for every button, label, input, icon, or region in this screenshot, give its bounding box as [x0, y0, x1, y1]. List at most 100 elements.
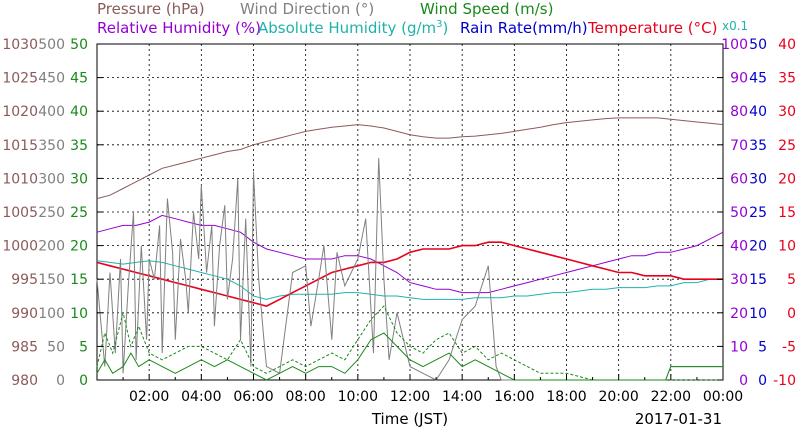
rain-rate-tick-label: 35: [749, 138, 767, 154]
legend-row-1: Pressure (hPa) Wind Direction (°) Wind Spe…: [97, 0, 553, 18]
rain-rate-tick-label: 20: [749, 239, 767, 255]
temperature-tick-label: 25: [778, 138, 796, 154]
rain-rate-tick-label: 30: [749, 171, 767, 187]
pressure-tick-label: 1005: [2, 205, 38, 221]
temperature-tick-label: 20: [778, 171, 796, 187]
temperature-tick-label: 5: [787, 272, 796, 288]
series-wind-speed-gust: [96, 305, 723, 381]
x-tick-label: 20:00: [598, 389, 638, 405]
wind-direction-tick-label: 100: [38, 306, 65, 322]
wind-speed-tick-label: 0: [79, 373, 88, 389]
x-tick-label: 00:00: [703, 389, 743, 405]
rain-rate-tick-label: 15: [749, 272, 767, 288]
series-absolute-humidity: [96, 260, 723, 300]
wind-speed-tick-label: 10: [70, 306, 88, 322]
pressure-tick-label: 1030: [2, 37, 38, 53]
x-tick-label: 06:00: [233, 389, 273, 405]
legend-item: Rain Rate(mm/h): [460, 19, 588, 37]
series-wind-direction: [96, 158, 723, 381]
series-layer: [96, 117, 724, 381]
series-temperature: [96, 241, 723, 307]
humidity-tick-label: 100: [721, 37, 748, 53]
pressure-tick-label: 985: [11, 339, 38, 355]
humidity-tick-label: 20: [730, 306, 748, 322]
x-tick-label: 02:00: [129, 389, 169, 405]
legend-row-2: Relative Humidity (%)Absolute Humidity (…: [97, 19, 748, 37]
wind-speed-tick-label: 30: [70, 171, 88, 187]
pressure-tick-label: 1000: [2, 239, 38, 255]
pressure-tick-label: 1015: [2, 138, 38, 154]
axis-layer: 9809859909951000100510101015102010251030…: [2, 37, 796, 405]
x-tick-label: 18:00: [546, 389, 586, 405]
date-label: 2017-01-31: [635, 410, 722, 428]
wind-speed-tick-label: 25: [70, 205, 88, 221]
x-tick-label: 12:00: [390, 389, 430, 405]
rain-rate-tick-label: 50: [749, 37, 767, 53]
wind-direction-tick-label: 200: [38, 239, 65, 255]
wind-direction-tick-label: 350: [38, 138, 65, 154]
pressure-tick-label: 990: [11, 306, 38, 322]
humidity-tick-label: 80: [730, 104, 748, 120]
legend-item: Relative Humidity (%): [97, 19, 261, 37]
humidity-tick-label: 0: [739, 373, 748, 389]
legend-item: Pressure (hPa): [97, 0, 205, 18]
wind-speed-tick-label: 5: [79, 339, 88, 355]
temperature-tick-label: 40: [778, 37, 796, 53]
temperature-tick-label: 0: [787, 306, 796, 322]
pressure-tick-label: 1010: [2, 171, 38, 187]
humidity-tick-label: 10: [730, 339, 748, 355]
series-pressure: [96, 117, 724, 200]
wind-direction-tick-label: 50: [47, 339, 65, 355]
temperature-tick-label: 35: [778, 71, 796, 87]
pressure-tick-label: 1025: [2, 71, 38, 87]
rain-rate-tick-label: 25: [749, 205, 767, 221]
wind-direction-tick-label: 450: [38, 71, 65, 87]
wind-direction-tick-label: 500: [38, 37, 65, 53]
wind-direction-tick-label: 400: [38, 104, 65, 120]
wind-speed-tick-label: 35: [70, 138, 88, 154]
temperature-tick-label: 10: [778, 239, 796, 255]
temperature-tick-label: -10: [773, 373, 796, 389]
x-axis-label: Time (JST): [371, 410, 448, 428]
series-relative-humidity: [96, 214, 724, 294]
legend-item: Temperature (°C): [587, 19, 717, 37]
wind-speed-tick-label: 50: [70, 37, 88, 53]
grid-lines: [97, 44, 723, 380]
x-tick-label: 22:00: [651, 389, 691, 405]
rain-rate-tick-label: 45: [749, 71, 767, 87]
x-tick-label: 04:00: [181, 389, 221, 405]
wind-direction-tick-label: 150: [38, 272, 65, 288]
temperature-tick-label: 15: [778, 205, 796, 221]
pressure-tick-label: 995: [11, 272, 38, 288]
wind-speed-tick-label: 15: [70, 272, 88, 288]
humidity-tick-label: 40: [730, 239, 748, 255]
humidity-tick-label: 30: [730, 272, 748, 288]
rain-rate-tick-label: 10: [749, 306, 767, 322]
rain-rate-tick-label: 0: [758, 373, 767, 389]
wind-direction-tick-label: 0: [56, 373, 65, 389]
legend-item: Absolute Humidity (g/m3): [258, 19, 448, 37]
rain-rate-tick-label: 40: [749, 104, 767, 120]
humidity-tick-label: 90: [730, 71, 748, 87]
legend-item: Wind Direction (°): [240, 0, 374, 18]
temperature-tick-label: -5: [782, 339, 796, 355]
wind-direction-tick-label: 300: [38, 171, 65, 187]
humidity-tick-label: 60: [730, 171, 748, 187]
wind-speed-tick-label: 40: [70, 104, 88, 120]
pressure-tick-label: 980: [11, 373, 38, 389]
series-wind-speed: [96, 332, 723, 381]
x-tick-label: 08:00: [285, 389, 325, 405]
wind-direction-tick-label: 250: [38, 205, 65, 221]
humidity-tick-label: 50: [730, 205, 748, 221]
pressure-tick-label: 1020: [2, 104, 38, 120]
rain-rate-tick-label: 5: [758, 339, 767, 355]
x-tick-label: 10:00: [338, 389, 378, 405]
legend-item: x0.1: [722, 19, 748, 33]
x-tick-label: 14:00: [442, 389, 482, 405]
legend-item: Wind Speed (m/s): [420, 0, 553, 18]
x-tick-label: 16:00: [494, 389, 534, 405]
humidity-tick-label: 70: [730, 138, 748, 154]
wind-speed-tick-label: 20: [70, 239, 88, 255]
wind-speed-tick-label: 45: [70, 71, 88, 87]
